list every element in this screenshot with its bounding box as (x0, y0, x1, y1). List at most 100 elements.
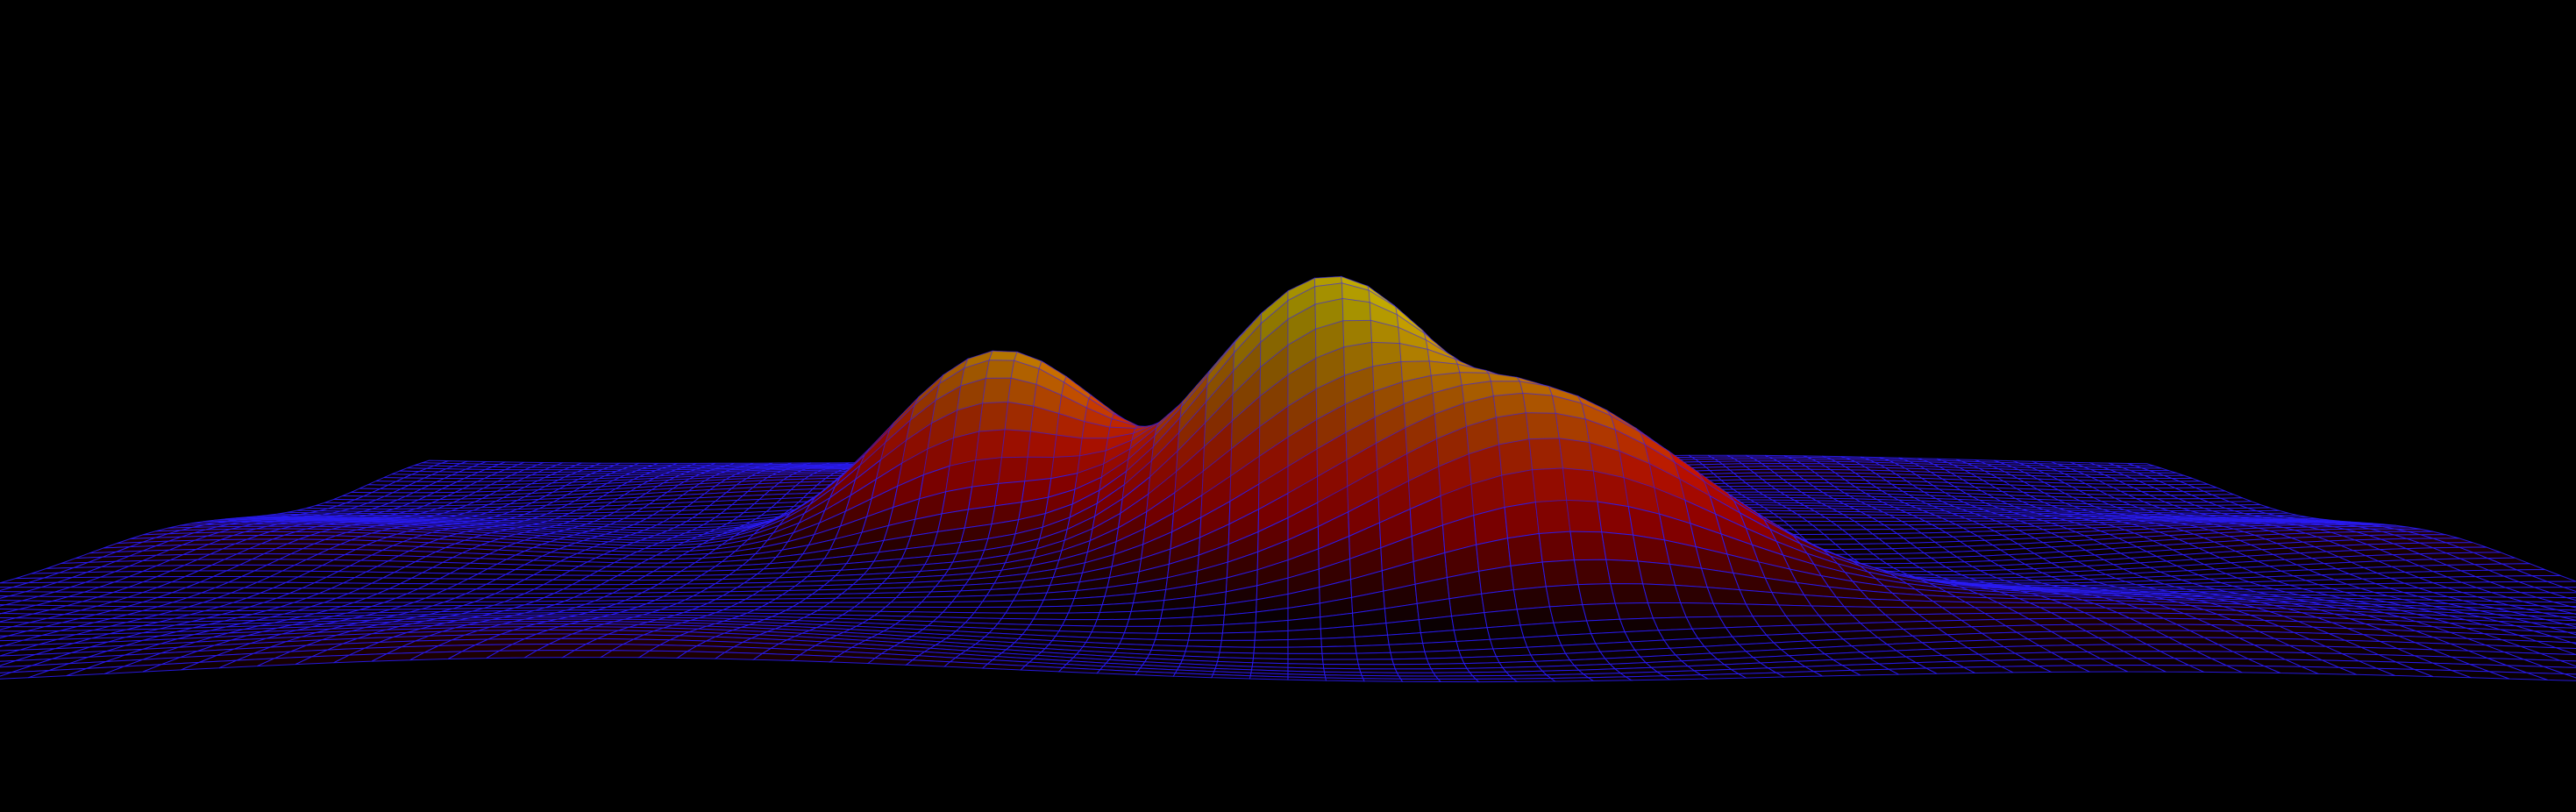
surface-facet (1619, 617, 1660, 633)
surface-facet (1390, 651, 1427, 660)
surface-facet (1388, 642, 1426, 653)
surface-facet (1254, 638, 1289, 648)
surface-facet (1004, 401, 1035, 432)
surface-facet (1569, 531, 1607, 561)
surface-facet (1528, 438, 1564, 471)
surface-facet (1027, 431, 1057, 459)
surface-facet (1287, 646, 1323, 654)
surface-facet (1053, 434, 1083, 459)
surface-facet (915, 601, 954, 609)
surface-facet (942, 607, 980, 614)
surface-facet (1320, 636, 1356, 648)
surface-facet (1534, 499, 1571, 535)
surface-facet (1387, 632, 1424, 645)
surface-facet (1093, 618, 1130, 627)
surface-facet (1253, 646, 1289, 654)
surface-facet (1541, 559, 1579, 588)
surface-facet (1647, 602, 1688, 619)
surface-facet (1510, 561, 1547, 591)
surface-facet (1255, 619, 1289, 633)
surface-facet (1355, 644, 1391, 654)
surface-facet (1453, 627, 1491, 643)
surface-facet (1522, 392, 1556, 414)
surface-facet (1548, 604, 1588, 623)
surface-facet (1558, 438, 1594, 472)
surface-facet (1545, 584, 1583, 608)
surface-facet (1032, 612, 1070, 621)
surface-facet (981, 594, 1018, 602)
surface-facet (1341, 297, 1371, 322)
surface-facet (1000, 429, 1032, 459)
surface-facet (1154, 632, 1191, 641)
surface-facet (1254, 630, 1289, 641)
surface-facet (1582, 602, 1621, 622)
surface-facet (1356, 659, 1395, 666)
surface-facet (1220, 639, 1256, 648)
surface-facet (1506, 532, 1543, 566)
surface-facet (978, 600, 1014, 609)
surface-facet (1156, 625, 1192, 634)
surface-facet (1158, 616, 1193, 627)
surface-facet (1320, 625, 1356, 639)
surface-facet (1519, 622, 1558, 638)
surface-facet (1128, 609, 1163, 620)
surface-facet (1035, 605, 1072, 614)
surface-mesh (0, 275, 2576, 683)
surface-facet (1187, 632, 1223, 641)
surface-facet (1096, 610, 1132, 621)
surface-facet (1601, 531, 1639, 562)
surface-facet (975, 429, 1006, 461)
surface-facet (858, 596, 898, 603)
surface-facet (967, 482, 1000, 510)
surface-facet (889, 596, 928, 603)
surface-facet (853, 602, 893, 608)
surface-facet (1577, 583, 1616, 606)
surface-facet (1189, 623, 1224, 634)
surface-facet (950, 595, 988, 603)
surface-facet (982, 377, 1012, 404)
surface-facet (988, 350, 1018, 361)
surface-facet (1287, 652, 1324, 660)
surface-facet (1512, 586, 1551, 610)
surface-facet (1532, 467, 1568, 503)
surface-facet (1354, 634, 1390, 647)
surface-facet (1498, 438, 1534, 476)
surface-facet (946, 601, 984, 608)
surface-facet (998, 456, 1028, 484)
surface-facet (1221, 622, 1256, 634)
surface-facet (1322, 659, 1360, 666)
surface-facet (1000, 612, 1038, 620)
surface-facet (1099, 602, 1135, 614)
surface-facet (1486, 624, 1525, 640)
surface-facet (1525, 412, 1560, 440)
surface-facet (978, 401, 1009, 432)
surface-facet (1191, 614, 1225, 627)
surface-facet (1220, 631, 1256, 641)
surface-facet (985, 360, 1015, 379)
surface-facet (1391, 658, 1430, 666)
surface-facet (865, 592, 903, 599)
surface-facet (1614, 602, 1654, 620)
surface-facet (1504, 502, 1540, 539)
surface-facet (1008, 599, 1045, 608)
surface-facet (1573, 559, 1612, 586)
surface-facet (1605, 559, 1644, 585)
surface-facet (1685, 616, 1727, 630)
surface-facet (1642, 583, 1682, 603)
surface-facet (973, 606, 1011, 614)
surface-facet (1562, 467, 1598, 502)
surface-facet (1478, 565, 1515, 595)
surface-facet (1126, 617, 1162, 627)
surface-facet (1566, 499, 1603, 533)
surface-facet (1061, 618, 1099, 627)
surface-facet (1039, 598, 1075, 608)
surface-facet (1067, 604, 1103, 614)
surface-facet (920, 595, 957, 603)
surface-facet (1553, 620, 1592, 637)
surface-facet (1356, 652, 1393, 660)
surface-facet (1420, 630, 1457, 645)
surface-facet (1064, 611, 1101, 621)
surface-facet (1320, 645, 1357, 654)
surface-facet (1501, 469, 1536, 509)
